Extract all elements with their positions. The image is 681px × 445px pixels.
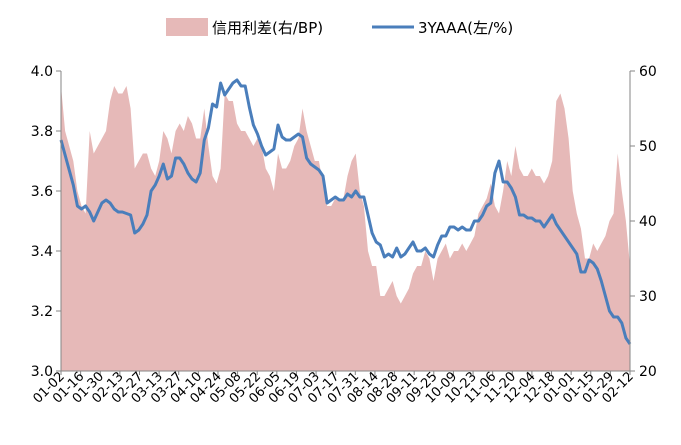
credit-spread-area (61, 86, 630, 371)
y-right-tick-label: 50 (639, 139, 657, 155)
y-left-tick-label: 3.8 (31, 124, 53, 140)
y-left-tick-label: 3.4 (31, 244, 53, 260)
aaa-3y-line (59, 78, 632, 345)
y-right-tick-label: 20 (639, 364, 657, 380)
plot-area (59, 78, 632, 371)
legend-line-label: 3YAAA(左/%) (418, 19, 513, 37)
y-left-tick-label: 3.6 (31, 184, 53, 200)
legend: 信用利差(右/BP) 3YAAA(左/%) (166, 18, 513, 37)
y-left-tick-label: 3.0 (31, 364, 53, 380)
y-right-tick-label: 60 (639, 64, 657, 80)
y-right-tick-label: 30 (639, 289, 657, 305)
legend-area-label: 信用利差(右/BP) (212, 19, 323, 37)
y-right-tick-label: 40 (639, 214, 657, 230)
legend-area-swatch (166, 18, 208, 36)
y-left-tick-label: 3.2 (31, 304, 53, 320)
y-left-tick-label: 4.0 (31, 64, 53, 80)
